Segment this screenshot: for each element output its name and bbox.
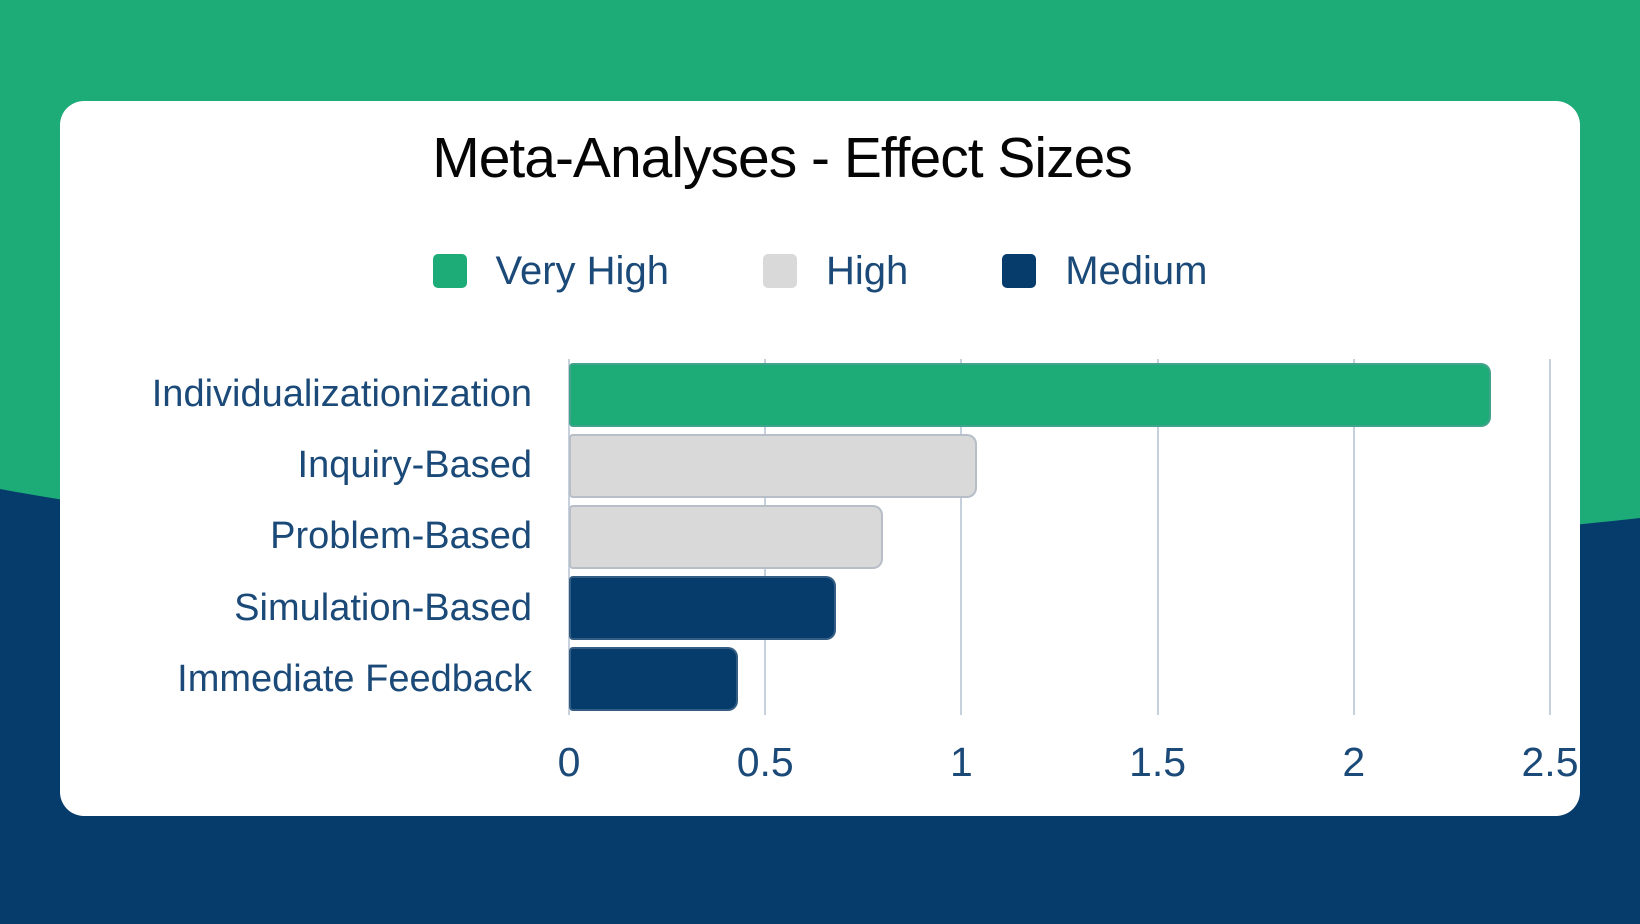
- gridline-x-1.5: [1156, 359, 1159, 715]
- x-tick-label: 1.5: [1129, 739, 1187, 785]
- chart-legend: Very High High Medium: [60, 251, 1580, 291]
- bar-problem-based: [569, 505, 883, 569]
- chart-title: Meta-Analyses - Effect Sizes: [432, 126, 1133, 190]
- x-tick-label: 0.5: [736, 739, 794, 785]
- gridline-x-1: [960, 359, 963, 715]
- gridline-x-2.5: [1549, 359, 1551, 715]
- plot-area: [568, 359, 1551, 715]
- bar-individualizationization: [569, 362, 1492, 427]
- legend-swatch-icon: [1002, 254, 1037, 288]
- legend-item-high: High: [762, 249, 909, 293]
- bar-simulation-based: [569, 576, 836, 641]
- x-tick-label: 0: [557, 739, 581, 785]
- chart-card: Meta-Analyses - Effect Sizes Very High Hi…: [60, 101, 1580, 816]
- x-tick-label: 2: [1342, 739, 1366, 785]
- gridline-x-2: [1352, 359, 1355, 715]
- legend-label: Medium: [1065, 249, 1208, 293]
- category-label: Immediate Feedback: [177, 657, 532, 700]
- bar-inquiry-based: [569, 433, 978, 498]
- bar-immediate-feedback: [569, 647, 738, 712]
- category-axis: Individualizationization Inquiry-Based Pro…: [60, 359, 532, 715]
- category-label: Simulation-Based: [234, 586, 532, 629]
- legend-item-very-high: Very High: [432, 249, 669, 293]
- legend-swatch-icon: [762, 254, 797, 288]
- legend-label: High: [825, 249, 909, 293]
- value-axis: 0 0.5 1 1.5 2 2.5: [558, 739, 1579, 792]
- category-label: Problem-Based: [270, 515, 532, 558]
- category-label: Inquiry-Based: [297, 444, 532, 487]
- legend-label: Very High: [495, 249, 669, 293]
- legend-swatch-icon: [432, 254, 467, 288]
- x-tick-label: 2.5: [1521, 739, 1579, 785]
- x-tick-label: 1: [949, 739, 973, 785]
- category-label: Individualizationization: [151, 373, 532, 415]
- legend-item-medium: Medium: [1002, 251, 1207, 291]
